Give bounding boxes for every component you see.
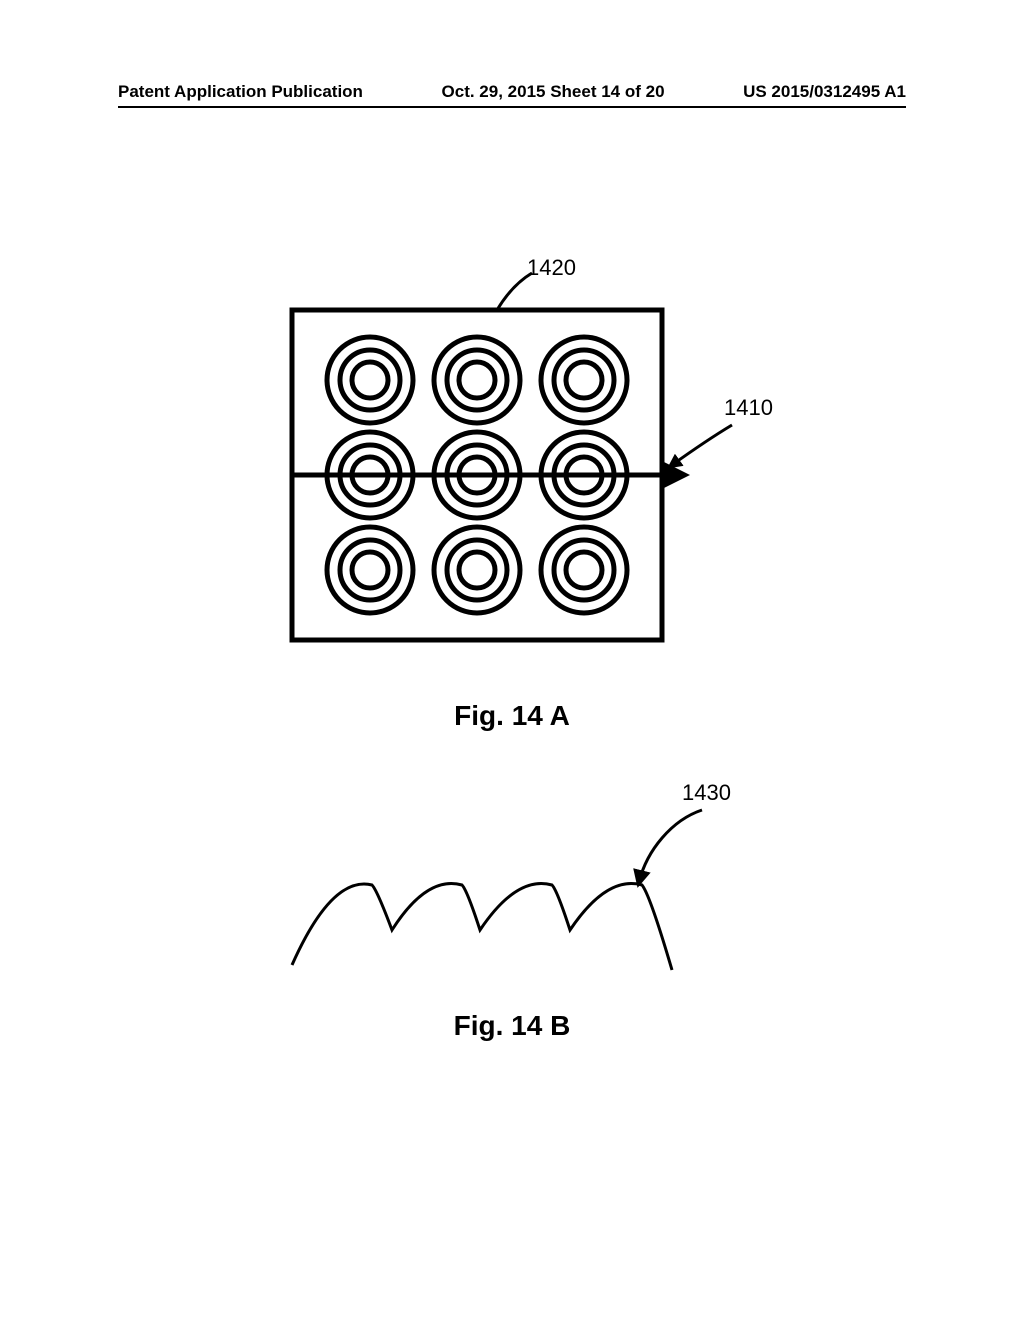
header-center: Oct. 29, 2015 Sheet 14 of 20: [442, 82, 665, 102]
label-1430: 1430: [682, 780, 731, 806]
header-left: Patent Application Publication: [118, 82, 363, 102]
figure-14a-container: 1420 1410 Fig. 14 A: [232, 270, 792, 732]
label-1410: 1410: [724, 395, 773, 421]
figure-14a-caption: Fig. 14 A: [232, 700, 792, 732]
figure-14b-svg: [232, 780, 792, 990]
figure-14b-container: 1430 Fig. 14 B: [232, 780, 792, 1042]
figure-14b-caption: Fig. 14 B: [232, 1010, 792, 1042]
label-1420: 1420: [527, 255, 576, 281]
page-header: Patent Application Publication Oct. 29, …: [0, 82, 1024, 102]
header-rule: [118, 106, 906, 108]
figure-14a-svg: [232, 270, 792, 670]
header-right: US 2015/0312495 A1: [743, 82, 906, 102]
